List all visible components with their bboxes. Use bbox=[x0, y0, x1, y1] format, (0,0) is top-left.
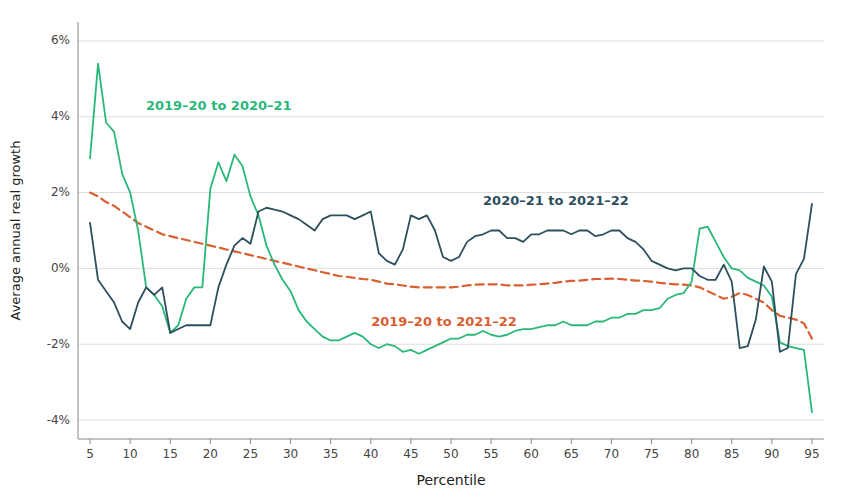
x-tick bbox=[571, 439, 572, 444]
x-tick-label: 50 bbox=[443, 447, 458, 461]
x-tick-label: 30 bbox=[283, 447, 298, 461]
x-tick bbox=[611, 439, 612, 444]
x-tick bbox=[811, 439, 812, 444]
series-line bbox=[90, 193, 812, 339]
x-axis-title: Percentile bbox=[416, 472, 485, 488]
x-tick bbox=[491, 439, 492, 444]
x-tick-label: 65 bbox=[564, 447, 579, 461]
x-tick-label: 80 bbox=[684, 447, 699, 461]
y-tick-label: 6% bbox=[51, 33, 70, 47]
x-tick bbox=[90, 439, 91, 444]
x-tick-label: 15 bbox=[163, 447, 178, 461]
series-line bbox=[90, 204, 812, 352]
y-tick-label: 2% bbox=[51, 185, 70, 199]
grid-line bbox=[78, 344, 824, 345]
x-tick-label: 60 bbox=[524, 447, 539, 461]
x-tick bbox=[170, 439, 171, 444]
x-tick-label: 40 bbox=[363, 447, 378, 461]
grid-line bbox=[78, 40, 824, 41]
y-tick-label: 0% bbox=[51, 261, 70, 275]
series-label: 2020–21 to 2021–22 bbox=[483, 193, 629, 208]
x-tick bbox=[451, 439, 452, 444]
y-tick-label: -4% bbox=[47, 413, 70, 427]
x-tick-label: 95 bbox=[804, 447, 819, 461]
x-tick bbox=[651, 439, 652, 444]
x-tick-label: 75 bbox=[644, 447, 659, 461]
series-label: 2019–20 to 2020–21 bbox=[146, 98, 292, 113]
x-tick bbox=[771, 439, 772, 444]
x-tick bbox=[370, 439, 371, 444]
x-tick-label: 70 bbox=[604, 447, 619, 461]
x-tick-label: 20 bbox=[203, 447, 218, 461]
y-grid bbox=[78, 41, 824, 420]
grid-line bbox=[78, 420, 824, 421]
lines bbox=[90, 64, 812, 413]
x-tick-label: 25 bbox=[243, 447, 258, 461]
x-tick bbox=[250, 439, 251, 444]
series-label: 2019–20 to 2021–22 bbox=[371, 314, 517, 329]
chart: -4% -2% 0% 2% 4% 6% 5 10 15 20 25 30 35 40 45 50 55 60 65 7… bbox=[0, 0, 848, 497]
x-tick-label: 85 bbox=[724, 447, 739, 461]
x-tick bbox=[290, 439, 291, 444]
x-tick bbox=[410, 439, 411, 444]
grid-line bbox=[78, 268, 824, 269]
x-tick-label: 45 bbox=[403, 447, 418, 461]
series-line bbox=[90, 64, 812, 413]
x-tick bbox=[531, 439, 532, 444]
x-tick bbox=[210, 439, 211, 444]
x-tick-label: 35 bbox=[323, 447, 338, 461]
y-tick-label: 4% bbox=[51, 109, 70, 123]
x-tick-label: 10 bbox=[122, 447, 137, 461]
grid-line bbox=[78, 192, 824, 193]
x-tick bbox=[130, 439, 131, 444]
x-tick bbox=[731, 439, 732, 444]
x-tick bbox=[330, 439, 331, 444]
x-tick-label: 90 bbox=[764, 447, 779, 461]
x-tick-label: 55 bbox=[483, 447, 498, 461]
x-tick bbox=[691, 439, 692, 444]
x-tick-label: 5 bbox=[86, 447, 94, 461]
y-tick-label: -2% bbox=[47, 337, 70, 351]
y-axis-line bbox=[78, 22, 79, 439]
y-axis-title: Average annual real growth bbox=[8, 141, 23, 321]
grid-line bbox=[78, 116, 824, 117]
